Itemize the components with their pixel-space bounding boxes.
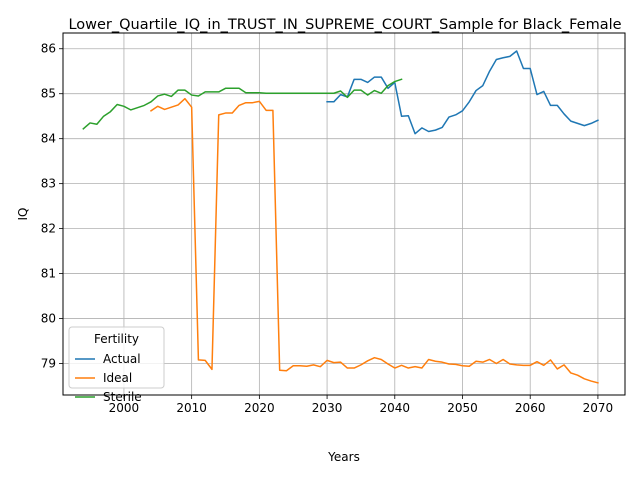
- y-tick-label: 79: [41, 357, 56, 371]
- y-tick-label: 81: [41, 267, 56, 281]
- legend-title: Fertility: [94, 332, 139, 346]
- x-tick-label: 2070: [583, 401, 614, 415]
- x-axis-label: Years: [327, 450, 360, 464]
- x-tick-label: 2040: [380, 401, 411, 415]
- legend-label-sterile: Sterile: [103, 390, 142, 404]
- x-tick-label: 2020: [244, 401, 275, 415]
- y-tick-label: 84: [41, 132, 56, 146]
- y-axis-label: IQ: [16, 208, 30, 221]
- y-tick-label: 83: [41, 177, 56, 191]
- y-tick-label: 80: [41, 312, 56, 326]
- chart-title: Lower_Quartile_IQ_in_TRUST_IN_SUPREME_CO…: [68, 17, 621, 33]
- y-tick-label: 85: [41, 87, 56, 101]
- legend-label-ideal: Ideal: [103, 371, 132, 385]
- x-tick-label: 2010: [176, 401, 207, 415]
- x-tick-label: 2030: [312, 401, 343, 415]
- y-tick-label: 86: [41, 42, 56, 56]
- y-tick-label: 82: [41, 222, 56, 236]
- legend-label-actual: Actual: [103, 352, 141, 366]
- x-tick-label: 2060: [515, 401, 546, 415]
- x-tick-label: 2050: [447, 401, 478, 415]
